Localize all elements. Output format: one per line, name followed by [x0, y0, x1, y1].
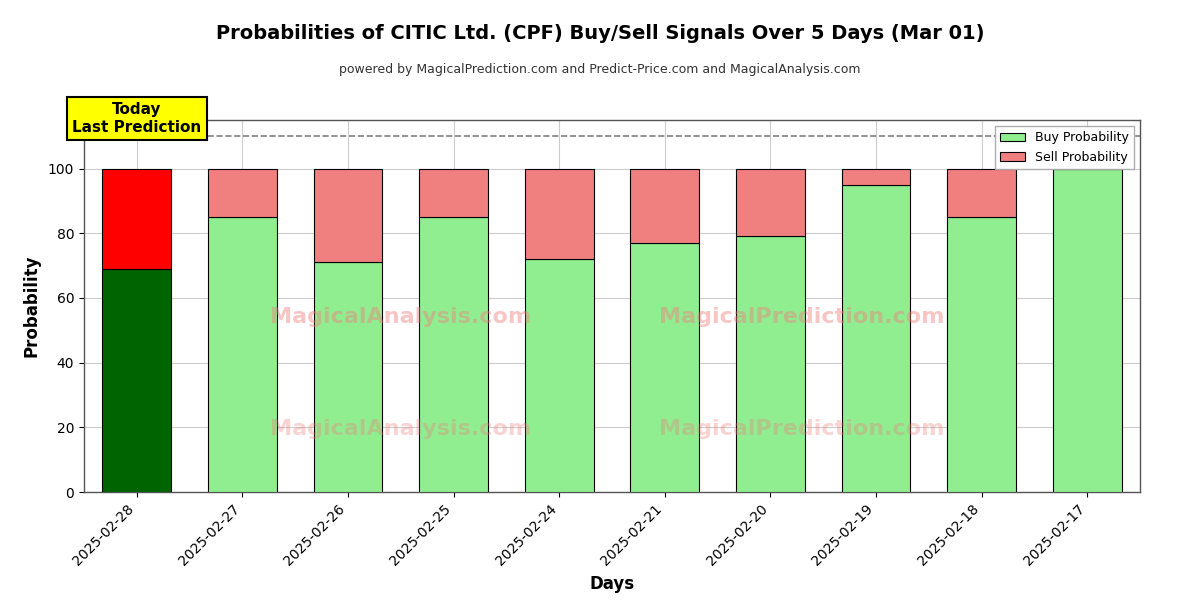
Bar: [102, 169, 172, 269]
Bar: [419, 169, 488, 217]
Bar: [524, 169, 594, 259]
Bar: [841, 185, 911, 492]
Text: MagicalAnalysis.com: MagicalAnalysis.com: [270, 307, 532, 327]
Text: MagicalPrediction.com: MagicalPrediction.com: [659, 419, 944, 439]
Bar: [313, 262, 383, 492]
X-axis label: Days: Days: [589, 575, 635, 593]
Bar: [736, 169, 805, 236]
Text: Today
Last Prediction: Today Last Prediction: [72, 102, 202, 134]
Text: powered by MagicalPrediction.com and Predict-Price.com and MagicalAnalysis.com: powered by MagicalPrediction.com and Pre…: [340, 63, 860, 76]
Text: MagicalPrediction.com: MagicalPrediction.com: [659, 307, 944, 327]
Bar: [841, 169, 911, 185]
Bar: [313, 169, 383, 262]
Bar: [208, 217, 277, 492]
Bar: [630, 243, 700, 492]
Bar: [736, 236, 805, 492]
Text: Probabilities of CITIC Ltd. (CPF) Buy/Sell Signals Over 5 Days (Mar 01): Probabilities of CITIC Ltd. (CPF) Buy/Se…: [216, 24, 984, 43]
Bar: [208, 169, 277, 217]
Y-axis label: Probability: Probability: [23, 255, 41, 357]
Bar: [947, 169, 1016, 217]
Text: MagicalAnalysis.com: MagicalAnalysis.com: [270, 419, 532, 439]
Bar: [419, 217, 488, 492]
Legend: Buy Probability, Sell Probability: Buy Probability, Sell Probability: [995, 126, 1134, 169]
Bar: [630, 169, 700, 243]
Bar: [102, 269, 172, 492]
Bar: [947, 217, 1016, 492]
Bar: [1052, 169, 1122, 492]
Bar: [524, 259, 594, 492]
